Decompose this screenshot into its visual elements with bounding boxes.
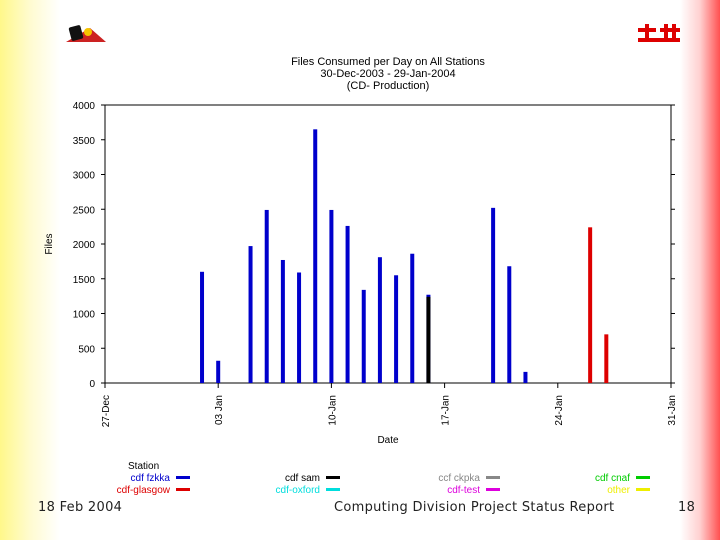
bar-cdf-fzkka (394, 275, 399, 383)
legend-swatch (176, 488, 190, 491)
bar-cdf-sam (426, 296, 431, 383)
slide-number: 18 (678, 500, 696, 515)
footer-date: 18 Feb 2004 (38, 500, 123, 515)
legend-swatch (176, 476, 190, 479)
legend-swatch (486, 488, 500, 491)
bar-cdf-fzkka (410, 253, 415, 383)
y-tick-label: 0 (89, 379, 95, 390)
legend-swatch (636, 488, 650, 491)
bar-cdf-fzkka (491, 207, 496, 383)
footer-title: Computing Division Project Status Report (334, 500, 615, 515)
x-axis-label: Date (377, 435, 399, 446)
legend-label: cdf-oxford (276, 485, 320, 496)
fermilab-logo (638, 24, 680, 42)
legend-swatch (636, 476, 650, 479)
y-tick-label: 2000 (73, 240, 96, 251)
bar-series (200, 129, 609, 383)
legend-label: cdf fzkka (131, 473, 171, 484)
chart-title-line: Files Consumed per Day on All Stations (291, 56, 485, 68)
legend-label: cdf cnaf (595, 473, 630, 484)
bar-cdf-fzkka (280, 259, 285, 383)
bar-cdf-glasgow (588, 227, 593, 383)
legend-title: Station (128, 461, 159, 472)
chart-title-line: 30-Dec-2003 - 29-Jan-2004 (320, 68, 455, 80)
y-tick-label: 1000 (73, 310, 96, 321)
legend-label: cdf-test (447, 485, 480, 496)
legend-swatch (326, 476, 340, 479)
bar-cdf-fzkka (248, 246, 253, 383)
legend-label: other (607, 485, 630, 496)
bar-cdf-fzkka (507, 266, 512, 383)
y-tick-label: 4000 (73, 101, 96, 112)
legend-label: cdf-glasgow (117, 485, 171, 496)
x-axis: 27-Dec 03 Jan 10-Jan 17-Jan 24-Jan 31-Jan (101, 383, 678, 427)
y-axis: 0 500 1000 1500 2000 2500 3000 3500 4000 (73, 101, 675, 390)
fnal-cd-logo (66, 25, 106, 42)
bar-cdf-fzkka (297, 272, 302, 383)
x-tick-label: 10-Jan (327, 395, 338, 426)
legend-swatch (326, 488, 340, 491)
plot-area (104, 104, 672, 384)
bar-cdf-fzkka (313, 129, 318, 383)
bar-cdf-fzkka (377, 257, 382, 383)
y-axis-label: Files (44, 233, 55, 254)
bar-cdf-fzkka (329, 209, 334, 383)
bar-cdf-fzkka (361, 289, 366, 383)
x-tick-label: 17-Jan (441, 395, 452, 426)
x-tick-label: 31-Jan (667, 395, 678, 426)
chart-title-line: (CD- Production) (347, 80, 430, 92)
y-tick-label: 1500 (73, 275, 96, 286)
bar-cdf-fzkka (216, 360, 221, 383)
y-tick-label: 500 (78, 344, 95, 355)
x-tick-label: 24-Jan (554, 395, 565, 426)
legend-swatch (486, 476, 500, 479)
x-tick-label: 03 Jan (214, 395, 225, 425)
files-consumed-chart: Files Consumed per Day on All Stations30… (44, 56, 678, 496)
bar-cdf-glasgow (604, 334, 609, 383)
y-tick-label: 2500 (73, 205, 96, 216)
legend-label: cdf sam (285, 473, 320, 484)
legend-label: ccf ckpka (438, 473, 480, 484)
bar-cdf-fzkka (264, 209, 269, 383)
x-tick-label: 27-Dec (101, 395, 112, 427)
y-tick-label: 3000 (73, 171, 96, 182)
y-tick-label: 3500 (73, 136, 96, 147)
chart-title-block: Files Consumed per Day on All Stations30… (291, 56, 485, 92)
bar-cdf-fzkka (345, 225, 350, 383)
bar-cdf-fzkka (200, 271, 205, 383)
bar-cdf-fzkka (523, 371, 528, 383)
